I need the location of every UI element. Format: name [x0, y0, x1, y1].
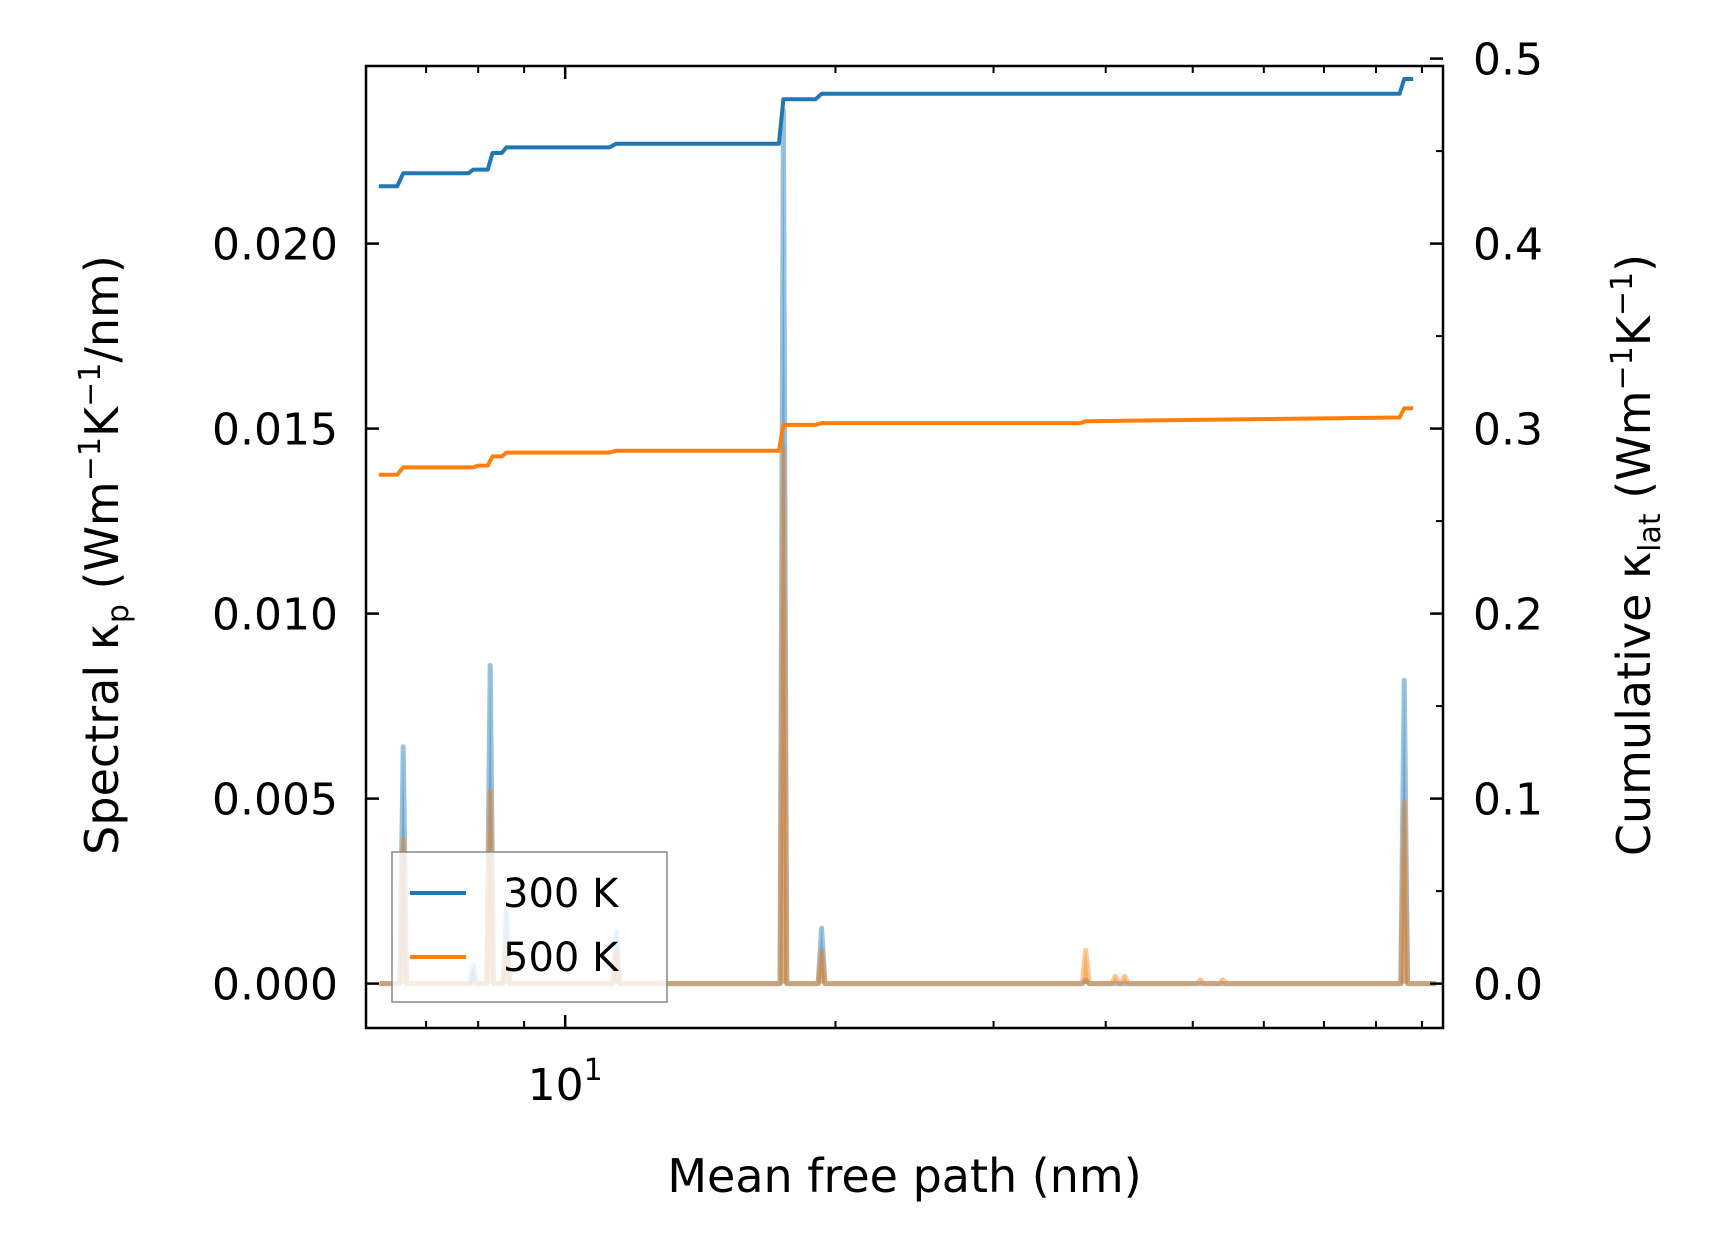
y-left-tick-label: 0.020 [212, 220, 338, 271]
y-axis-right-label: Cumulative κlat (Wm−1K−1) [1605, 254, 1668, 856]
y-right-tick-label: 0.5 [1473, 35, 1543, 86]
y-right-tick-label: 0.2 [1473, 590, 1543, 641]
y-right-tick-label: 0.0 [1473, 960, 1543, 1011]
legend-label-500k: 500 K [503, 935, 620, 981]
x-axis-label: Mean free path (nm) [667, 1149, 1141, 1203]
y-right-tick-label: 0.3 [1473, 405, 1543, 456]
cumulative-line-500k [378, 406, 1414, 477]
y-right-tick-label: 0.1 [1473, 775, 1543, 826]
legend-box [391, 851, 668, 1003]
y-left-tick-label: 0.015 [212, 405, 338, 456]
y-left-tick-label: 0.005 [212, 775, 338, 826]
y-axis-left-label: Spectral κp (Wm−1K−1/nm) [73, 255, 136, 855]
cumulative-line-300k [378, 77, 1414, 189]
y-left-tick-label: 0.000 [212, 960, 338, 1011]
axis-ticks: 0.000 0.005 0.010 0.015 0.020 0.0 0.1 0.2 0.3 0.4… [212, 35, 1543, 1111]
legend: 300 K 500 K [391, 851, 668, 1003]
y-left-tick-label: 0.010 [212, 590, 338, 641]
plot-frame [364, 64, 1445, 1030]
legend-label-300k: 300 K [503, 871, 620, 917]
y-right-tick-label: 0.4 [1473, 220, 1543, 271]
cumulative-series [378, 77, 1414, 477]
x-tick-label: 101 [528, 1053, 603, 1111]
